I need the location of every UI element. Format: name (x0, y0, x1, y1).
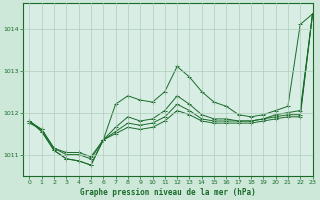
X-axis label: Graphe pression niveau de la mer (hPa): Graphe pression niveau de la mer (hPa) (80, 188, 256, 197)
